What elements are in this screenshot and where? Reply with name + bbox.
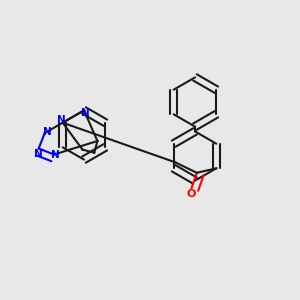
Text: N: N xyxy=(81,108,90,118)
Text: N: N xyxy=(34,149,43,159)
Text: N: N xyxy=(43,127,52,136)
Text: N: N xyxy=(57,115,66,125)
Text: N: N xyxy=(51,149,60,160)
Text: O: O xyxy=(187,189,196,199)
